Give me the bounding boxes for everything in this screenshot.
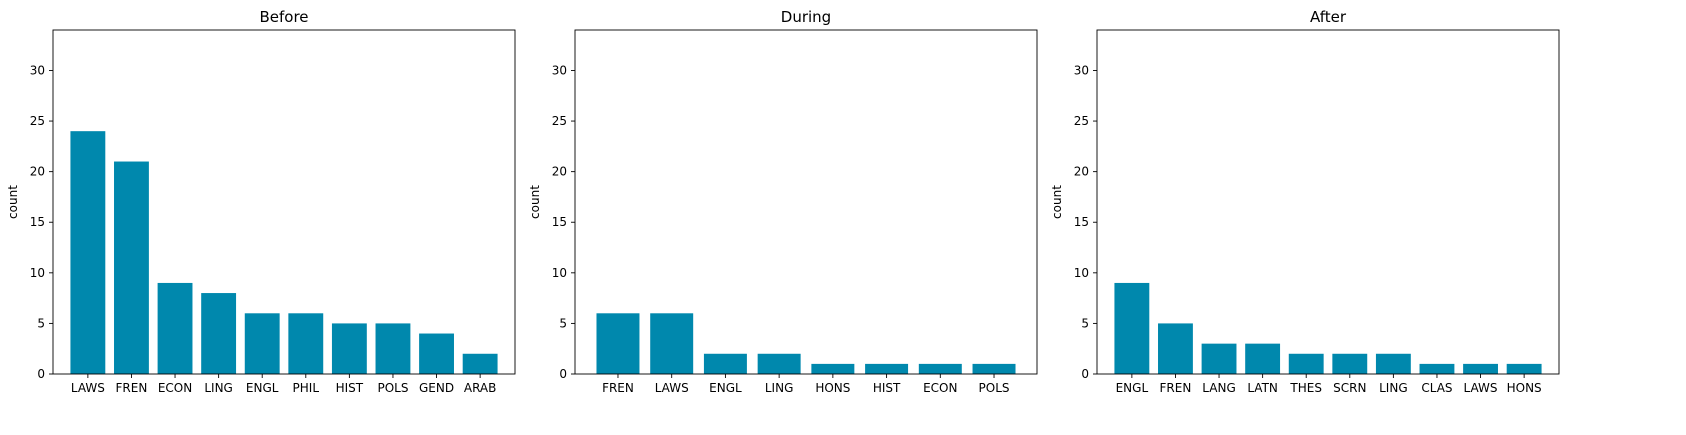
- chart-title: After: [1310, 8, 1347, 26]
- y-tick-label: 10: [552, 266, 567, 280]
- bar: [918, 363, 962, 374]
- x-tick-label: CLAS: [1421, 381, 1452, 395]
- y-tick-label: 0: [37, 367, 45, 381]
- bar: [757, 353, 801, 374]
- x-tick-label: POLS: [979, 381, 1010, 395]
- y-tick-label: 25: [1074, 114, 1089, 128]
- x-tick-label: LING: [765, 381, 794, 395]
- bar: [1288, 353, 1324, 374]
- y-tick-label: 0: [1081, 367, 1089, 381]
- bar: [1375, 353, 1411, 374]
- x-tick-label: LAWS: [1464, 381, 1498, 395]
- y-tick-label: 10: [30, 266, 45, 280]
- bar: [1463, 363, 1498, 374]
- y-tick-label: 5: [37, 316, 45, 330]
- x-tick-label: LAWS: [71, 381, 105, 395]
- bar: [1201, 343, 1237, 374]
- bar: [331, 323, 367, 374]
- bar: [811, 363, 855, 374]
- axes-frame: [52, 29, 516, 375]
- y-tick-label: 5: [559, 316, 567, 330]
- bar: [419, 333, 454, 374]
- bar: [244, 313, 280, 374]
- y-axis-label: count: [528, 185, 542, 219]
- x-tick-label: FREN: [1160, 381, 1192, 395]
- y-tick-label: 25: [552, 114, 567, 128]
- x-tick-label: LING: [204, 381, 233, 395]
- y-tick-label: 15: [552, 215, 567, 229]
- y-tick-label: 30: [1074, 63, 1089, 77]
- y-tick-label: 10: [1074, 266, 1089, 280]
- bar: [1245, 343, 1281, 374]
- chart-panel-2: During count FREN LAWS ENGL LING HONS HIST ECON P…: [528, 8, 1038, 395]
- y-tick-label: 30: [30, 63, 45, 77]
- x-tick-label: ARAB: [464, 381, 497, 395]
- x-tick-label: HONS: [815, 381, 850, 395]
- x-tick-label: LAWS: [655, 381, 689, 395]
- x-tick-label: FREN: [602, 381, 634, 395]
- bar: [1332, 353, 1368, 374]
- bar: [972, 363, 1016, 374]
- chart-panel-1: Before count LAWS FREN ECON LING ENGL PHIL HIST P…: [6, 8, 516, 395]
- bar: [1506, 363, 1542, 374]
- bar: [201, 293, 237, 374]
- bar: [650, 313, 694, 374]
- bar: [157, 282, 193, 374]
- x-tick-label: ENGL: [709, 381, 742, 395]
- y-tick-label: 20: [30, 165, 45, 179]
- axes-frame: [1096, 29, 1560, 375]
- x-tick-label: GEND: [419, 381, 454, 395]
- y-tick-label: 30: [552, 63, 567, 77]
- bar: [703, 353, 747, 374]
- bar: [462, 353, 498, 374]
- x-tick-label: ENGL: [246, 381, 279, 395]
- chart-panel-3: After count ENGL FREN LANG LATN THES SCRN LING CL…: [1050, 8, 1560, 395]
- x-tick-label: ENGL: [1116, 381, 1149, 395]
- bar: [70, 131, 106, 374]
- y-tick-label: 0: [559, 367, 567, 381]
- y-tick-label: 20: [1074, 165, 1089, 179]
- x-tick-label: ECON: [158, 381, 192, 395]
- bar: [596, 313, 640, 374]
- x-tick-label: PHIL: [293, 381, 320, 395]
- x-tick-label: LING: [1379, 381, 1408, 395]
- chart-title: Before: [259, 8, 308, 26]
- x-tick-label: THES: [1289, 381, 1322, 395]
- x-tick-label: ECON: [923, 381, 957, 395]
- y-axis-label: count: [1050, 185, 1064, 219]
- bar: [114, 161, 149, 374]
- x-tick-label: LANG: [1202, 381, 1235, 395]
- x-tick-label: HONS: [1507, 381, 1542, 395]
- x-tick-label: LATN: [1247, 381, 1278, 395]
- bar: [1114, 282, 1150, 374]
- bar: [865, 363, 909, 374]
- x-tick-label: HIST: [873, 381, 901, 395]
- y-tick-label: 15: [30, 215, 45, 229]
- y-tick-label: 25: [30, 114, 45, 128]
- y-tick-label: 5: [1081, 316, 1089, 330]
- bar: [1419, 363, 1455, 374]
- x-tick-label: HIST: [336, 381, 364, 395]
- y-axis-label: count: [6, 185, 20, 219]
- axes-frame: [574, 29, 1038, 375]
- bar: [375, 323, 411, 374]
- y-tick-label: 20: [552, 165, 567, 179]
- bar: [288, 313, 324, 374]
- chart-title: During: [781, 8, 831, 26]
- bar: [1158, 323, 1193, 374]
- x-tick-label: FREN: [116, 381, 148, 395]
- x-tick-label: SCRN: [1333, 381, 1366, 395]
- y-tick-label: 15: [1074, 215, 1089, 229]
- x-tick-label: POLS: [377, 381, 408, 395]
